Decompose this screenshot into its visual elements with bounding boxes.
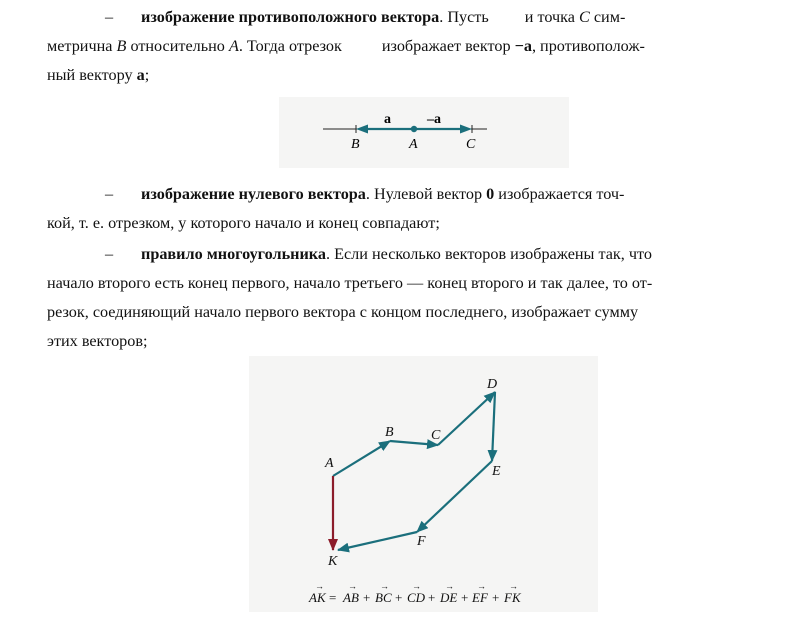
vector-de [487, 391, 498, 462]
text: метрична [47, 37, 117, 55]
vector-ab [332, 440, 391, 477]
term-zero-vector: изображение нулевого вектора [141, 185, 366, 203]
text: и точка [524, 8, 580, 26]
label-point-d: D [486, 377, 497, 392]
text: . Нулевой вектор [365, 185, 487, 203]
point-a-dot [410, 125, 418, 133]
paragraph-zero-vector: – изображение нулевого вектора. Нулевой в… [47, 180, 744, 238]
text: начало второго есть конец первого, начал… [47, 274, 653, 292]
formula-plus: + [428, 590, 435, 605]
text: изображает вектор [381, 37, 515, 55]
text: , противополож- [531, 37, 645, 55]
formula-vector-ak: AK [308, 590, 327, 605]
vector-arrow-icon: → [509, 581, 518, 591]
text: ный вектору [47, 66, 137, 84]
point-a: A [228, 37, 239, 55]
label-point-e: E [491, 464, 501, 479]
figure-polygon-rule-diagram: A B C D E F K AK → = AB → + BC → + CD → … [308, 377, 522, 605]
vector-arrow-icon: → [445, 581, 454, 591]
vector-arrow-icon: → [477, 581, 486, 591]
vector-arrow-icon: → [315, 581, 324, 591]
term-polygon-rule: правило многоугольника [141, 245, 326, 263]
vector-fk [337, 530, 418, 553]
label-point-b: B [385, 425, 394, 440]
label-a: a [384, 112, 391, 127]
text: . Тогда отрезок [238, 37, 342, 55]
label-a-point: A [408, 137, 418, 152]
vector-bc [389, 439, 439, 450]
vector-a: a [136, 66, 145, 84]
point-c: C [579, 8, 590, 26]
vector-a-arrowhead [356, 124, 368, 134]
formula-vector-ef: EF [471, 590, 489, 605]
vector-arrow-icon: → [412, 581, 421, 591]
formula-plus: + [492, 590, 499, 605]
vector-cd [437, 391, 496, 446]
label-point-k: K [327, 554, 338, 569]
figure-opposite-vector-diagram: a –a B A C [323, 112, 487, 152]
formula-plus: + [461, 590, 468, 605]
label-neg-a: –a [426, 112, 441, 127]
paragraph-polygon-rule: – правило многоугольника. Если несколько … [47, 240, 744, 356]
text: . Если несколько векторов изображены так… [325, 245, 652, 263]
vector-arrow-icon: → [380, 581, 389, 591]
text: ; [144, 66, 150, 84]
label-c: C [466, 137, 476, 152]
text: кой, т. е. отрезком, у которого начало и… [47, 214, 440, 232]
list-dash: – [105, 185, 114, 203]
text: этих векторов; [47, 332, 148, 350]
zero-vector: 0 [486, 185, 495, 203]
formula-plus: + [363, 590, 370, 605]
formula-vector-cd: CD [407, 590, 426, 605]
label-b: B [351, 137, 360, 152]
label-point-a: A [324, 456, 334, 471]
paragraph-opposite-vector: – изображение противоположного вектора. П… [47, 3, 744, 90]
formula-polygon-rule: AK → = AB → + BC → + CD → + DE → + EF → … [308, 581, 522, 605]
term-opposite-vector: изображение противоположного вектора [141, 8, 440, 26]
formula-vector-bc: BC [375, 590, 392, 605]
figure-polygon-rule: A B C D E F K AK → = AB → + BC → + CD → … [249, 356, 598, 612]
formula-vector-fk: FK [503, 590, 522, 605]
text: относительно [126, 37, 229, 55]
text: . Пусть [439, 8, 489, 26]
label-point-c: C [431, 428, 441, 443]
vector-ef [416, 460, 493, 533]
vector-neg-a-arrowhead [460, 124, 472, 134]
figure-opposite-vector: a –a B A C [279, 97, 569, 168]
formula-plus: + [395, 590, 402, 605]
formula-vector-ab: AB [342, 590, 359, 605]
list-dash: – [105, 8, 114, 26]
label-point-f: F [416, 534, 426, 549]
list-dash: – [105, 245, 114, 263]
text: резок, соединяющий начало первого вектор… [47, 303, 639, 321]
formula-equals: = [329, 590, 336, 605]
vector-neg-a: −a [514, 37, 532, 55]
formula-lhs: AK → [308, 581, 327, 605]
vector-arrow-icon: → [348, 581, 357, 591]
text: сим- [589, 8, 626, 26]
formula-vector-de: DE [439, 590, 457, 605]
text: изображается точ- [494, 185, 625, 203]
point-b: B [116, 37, 127, 55]
